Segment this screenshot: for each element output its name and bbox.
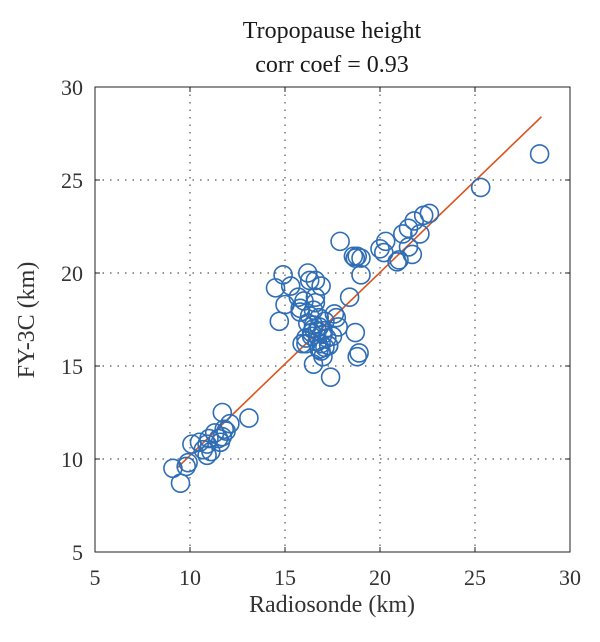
data-point	[320, 367, 341, 387]
data-points	[163, 144, 550, 493]
axis-ticks: 5 10 15 20 25 30 5 10 15 20 25 30	[61, 75, 581, 590]
data-point	[529, 144, 550, 164]
data-point	[419, 203, 440, 224]
data-point	[305, 270, 326, 291]
data-point	[220, 413, 240, 434]
data-point	[178, 452, 198, 473]
data-point	[347, 246, 368, 267]
data-point	[339, 287, 360, 307]
data-point	[170, 473, 191, 493]
data-point	[328, 317, 349, 337]
data-point	[208, 428, 229, 449]
data-point	[294, 291, 314, 311]
data-point	[324, 304, 345, 324]
data-point	[305, 287, 326, 307]
y-tick-label: 25	[61, 168, 83, 193]
x-tick-label: 25	[464, 565, 486, 590]
data-point	[269, 311, 290, 332]
plot-frame	[94, 86, 571, 553]
data-point	[197, 434, 217, 454]
data-point	[309, 339, 330, 360]
data-point	[280, 276, 301, 296]
data-point	[214, 419, 234, 440]
data-point	[392, 224, 413, 244]
data-point	[212, 402, 233, 423]
y-tick-label: 5	[72, 540, 83, 565]
data-point	[197, 445, 217, 466]
data-point	[176, 456, 196, 477]
chart-subtitle: corr coef = 0.93	[255, 52, 408, 78]
y-tick-label: 20	[61, 261, 83, 286]
data-point	[345, 322, 366, 343]
data-point	[318, 335, 339, 356]
y-tick-label: 15	[61, 354, 83, 379]
data-point	[345, 248, 366, 268]
y-axis-label: FY-3C (km)	[14, 262, 40, 379]
data-point	[410, 224, 430, 244]
x-axis-label: Radiosonde (km)	[249, 592, 415, 618]
data-point	[375, 231, 396, 252]
data-point	[351, 265, 371, 285]
regression-line	[176, 116, 543, 469]
data-point	[370, 239, 390, 259]
data-point	[292, 333, 312, 354]
data-point	[182, 434, 202, 454]
chart-title: Tropopause height	[243, 18, 422, 44]
data-point	[347, 346, 368, 367]
y-tick-label: 30	[61, 75, 83, 100]
data-point	[288, 287, 309, 307]
y-tick-label: 10	[61, 447, 83, 472]
data-point	[239, 408, 259, 428]
data-point	[297, 263, 318, 283]
x-tick-label: 5	[90, 565, 101, 590]
data-point	[307, 332, 328, 352]
data-point	[330, 231, 350, 252]
data-point	[326, 307, 347, 328]
data-point	[273, 265, 293, 285]
data-point	[193, 439, 214, 460]
x-tick-label: 20	[369, 565, 391, 590]
data-point	[311, 276, 331, 296]
data-point	[349, 343, 369, 363]
data-point	[470, 177, 491, 198]
x-tick-label: 30	[559, 565, 581, 590]
x-tick-label: 15	[274, 565, 296, 590]
data-point	[373, 242, 394, 263]
data-point	[351, 248, 371, 268]
data-point	[398, 237, 419, 257]
x-tick-label: 10	[179, 565, 201, 590]
fit-line-group	[176, 116, 543, 469]
grid-lines	[95, 87, 570, 552]
